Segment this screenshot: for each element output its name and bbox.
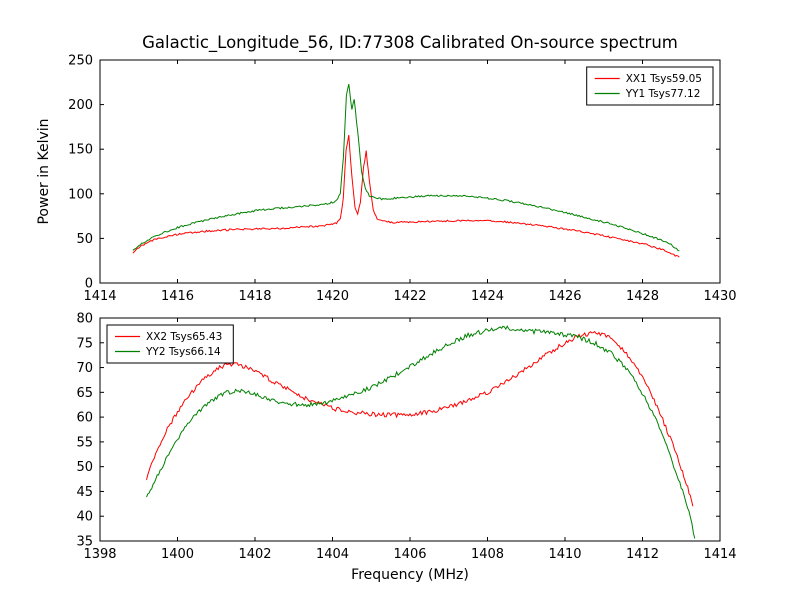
series-line-xx2 bbox=[146, 330, 694, 507]
x-tick-label: 1414 bbox=[703, 547, 736, 562]
y-tick-label: 200 bbox=[68, 98, 93, 113]
legend: XX1 Tsys59.05 YY1 Tsys77.12 bbox=[586, 66, 714, 106]
y-tick-label: 70 bbox=[76, 361, 93, 376]
y-tick-label: 100 bbox=[68, 187, 93, 202]
series-group bbox=[132, 83, 680, 258]
x-tick-label: 1408 bbox=[471, 547, 504, 562]
legend-box bbox=[106, 324, 234, 364]
y-tick-label: 40 bbox=[76, 510, 93, 525]
x-tick-label: 1422 bbox=[393, 289, 426, 304]
bottom-bandpass-plot: 1398 1400 1402 1404 1406 1408 1410 1412 1414 35 40… bbox=[76, 312, 736, 584]
x-tick-label: 1424 bbox=[471, 289, 504, 304]
y-tick-label: 55 bbox=[76, 435, 93, 450]
x-tick-label: 1412 bbox=[626, 547, 659, 562]
series-line-xx1 bbox=[132, 134, 680, 258]
legend-label: XX1 Tsys59.05 bbox=[626, 73, 702, 85]
x-tick-label: 1404 bbox=[316, 547, 349, 562]
x-tick-label: 1428 bbox=[626, 289, 659, 304]
x-tick-label: 1400 bbox=[161, 547, 194, 562]
top-onsource-spectrum-plot: 1414 1416 1418 1420 1422 1424 1426 1428 1430 0 50 1… bbox=[36, 33, 737, 304]
y-axis-label: Power in Kelvin bbox=[36, 118, 52, 224]
series-line-yy2 bbox=[146, 325, 696, 539]
series-group bbox=[146, 325, 696, 539]
chart-title: Galactic_Longitude_56, ID:77308 Calibrat… bbox=[142, 33, 678, 53]
x-tick-label: 1430 bbox=[703, 289, 736, 304]
axis-ticks: 1398 1400 1402 1404 1406 1408 1410 1412 1414 35 40… bbox=[76, 312, 736, 563]
y-tick-label: 75 bbox=[76, 336, 93, 351]
series-line-yy1 bbox=[132, 83, 680, 252]
legend-label: XX2 Tsys65.43 bbox=[146, 331, 222, 343]
y-tick-label: 150 bbox=[68, 143, 93, 158]
x-tick-label: 1410 bbox=[548, 547, 581, 562]
x-tick-label: 1416 bbox=[161, 289, 194, 304]
y-tick-label: 65 bbox=[76, 386, 93, 401]
y-tick-label: 80 bbox=[76, 312, 93, 327]
legend: XX2 Tsys65.43 YY2 Tsys66.14 bbox=[106, 324, 234, 364]
legend-label: YY1 Tsys77.12 bbox=[625, 88, 701, 100]
x-axis-label: Frequency (MHz) bbox=[351, 567, 469, 583]
legend-box bbox=[586, 66, 714, 106]
x-tick-label: 1402 bbox=[238, 547, 271, 562]
x-tick-label: 1414 bbox=[83, 289, 116, 304]
x-tick-label: 1426 bbox=[548, 289, 581, 304]
y-tick-label: 50 bbox=[76, 460, 93, 475]
y-tick-label: 0 bbox=[85, 277, 93, 292]
x-tick-label: 1420 bbox=[316, 289, 349, 304]
y-tick-label: 60 bbox=[76, 411, 93, 426]
y-tick-label: 35 bbox=[76, 535, 93, 550]
y-tick-label: 250 bbox=[68, 54, 93, 69]
y-tick-label: 50 bbox=[76, 232, 93, 247]
legend-label: YY2 Tsys66.14 bbox=[145, 346, 221, 358]
x-tick-label: 1406 bbox=[393, 547, 426, 562]
y-tick-label: 45 bbox=[76, 485, 93, 500]
x-tick-label: 1398 bbox=[83, 547, 116, 562]
axis-ticks: 1414 1416 1418 1420 1422 1424 1426 1428 1430 0 50 1… bbox=[68, 54, 736, 305]
x-tick-label: 1418 bbox=[238, 289, 271, 304]
